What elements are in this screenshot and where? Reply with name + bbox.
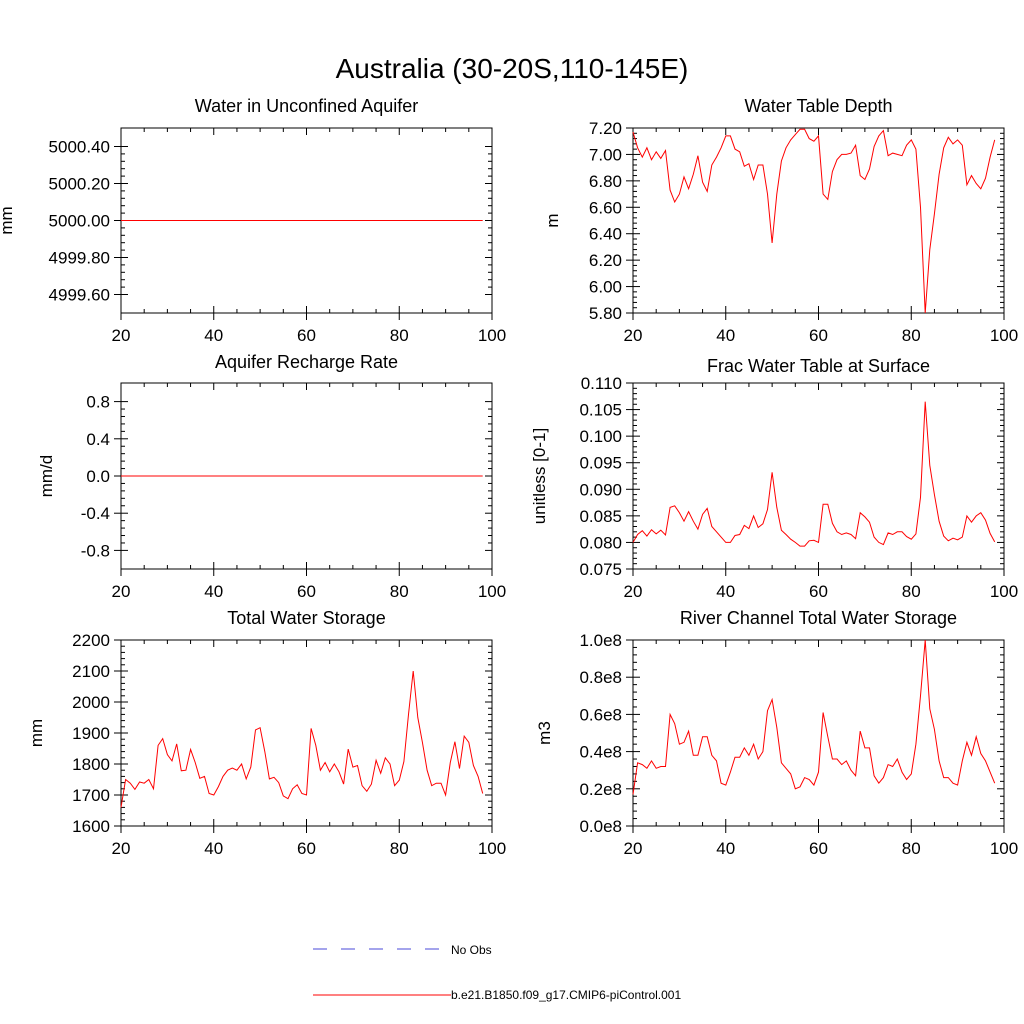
x-tick-label: 60 <box>297 582 316 601</box>
x-tick-label: 40 <box>716 839 735 858</box>
legend-label-model: b.e21.B1850.f09_g17.CMIP6-piControl.001 <box>451 988 681 1002</box>
y-tick-label: 5000.40 <box>49 138 110 157</box>
chart-panel: Frac Water Table at Surface 20 40 60 80 100 0.… <box>530 356 1018 601</box>
x-tick-label: 40 <box>716 582 735 601</box>
series-line <box>632 639 996 795</box>
x-tick-label: 60 <box>809 326 828 345</box>
panel-title: River Channel Total Water Storage <box>680 608 957 628</box>
y-tick-label: 1900 <box>72 724 110 743</box>
panel-title: Water Table Depth <box>744 96 892 116</box>
y-tick-label: 1600 <box>72 817 110 836</box>
y-tick-label: 4999.80 <box>49 249 110 268</box>
panel-title: Aquifer Recharge Rate <box>215 352 398 372</box>
y-tick-label: 2000 <box>72 693 110 712</box>
y-tick-label: 0.085 <box>579 507 622 526</box>
x-tick-label: 20 <box>112 326 131 345</box>
chart-panel: Water Table Depth 20 40 60 80 100 5.80 6.00 6.20… <box>543 96 1018 345</box>
x-tick-label: 20 <box>624 582 643 601</box>
y-tick-label: 0.090 <box>579 480 622 499</box>
x-tick-label: 100 <box>990 839 1018 858</box>
x-tick-label: 80 <box>390 582 409 601</box>
y-tick-label: 0.100 <box>579 427 622 446</box>
y-tick-label: 1800 <box>72 755 110 774</box>
x-tick-label: 100 <box>990 326 1018 345</box>
y-axis-label: unitless [0-1] <box>530 428 549 524</box>
x-tick-label: 80 <box>390 326 409 345</box>
y-tick-label: 5000.20 <box>49 175 110 194</box>
chart-panel: Total Water Storage 20 40 60 80 100 1600 1700 18… <box>27 608 506 858</box>
x-tick-label: 100 <box>478 582 506 601</box>
figure-title: Australia (30-20S,110-145E) <box>336 53 689 84</box>
x-tick-label: 80 <box>902 839 921 858</box>
legend: No Obs b.e21.B1850.f09_g17.CMIP6-piContr… <box>313 943 681 1002</box>
x-tick-label: 60 <box>297 839 316 858</box>
y-tick-label: 0.105 <box>579 401 622 420</box>
chart-panel: Aquifer Recharge Rate 20 40 60 80 100 -0.8 -0.4… <box>37 352 506 601</box>
series-line <box>632 128 996 314</box>
y-axis-label: mm <box>27 719 46 747</box>
x-tick-label: 20 <box>624 326 643 345</box>
y-tick-label: 6.60 <box>589 198 622 217</box>
y-tick-label: 0.075 <box>579 560 622 579</box>
legend-label-no-obs: No Obs <box>451 943 492 957</box>
x-tick-label: 40 <box>204 326 223 345</box>
y-tick-label: -0.4 <box>81 504 110 523</box>
chart-panel: River Channel Total Water Storage 20 40 60 8… <box>535 608 1018 858</box>
x-tick-label: 40 <box>204 582 223 601</box>
y-tick-label: 0.0 <box>86 467 110 486</box>
x-tick-label: 60 <box>297 326 316 345</box>
x-tick-label: 100 <box>478 839 506 858</box>
panel-title: Water in Unconfined Aquifer <box>195 96 418 116</box>
y-tick-label: 5.80 <box>589 304 622 323</box>
y-tick-label: 4999.60 <box>49 286 110 305</box>
y-tick-label: 6.20 <box>589 251 622 270</box>
y-tick-label: 0.6e8 <box>579 705 622 724</box>
x-tick-label: 60 <box>809 839 828 858</box>
y-tick-label: 0.0e8 <box>579 817 622 836</box>
y-tick-label: 6.40 <box>589 225 622 244</box>
x-tick-label: 60 <box>809 582 828 601</box>
x-tick-label: 100 <box>478 326 506 345</box>
y-tick-label: 5000.00 <box>49 212 110 231</box>
y-tick-label: 0.4e8 <box>579 743 622 762</box>
x-tick-label: 20 <box>112 582 131 601</box>
x-tick-label: 40 <box>716 326 735 345</box>
y-tick-label: 0.2e8 <box>579 780 622 799</box>
x-tick-label: 20 <box>624 839 643 858</box>
y-tick-label: 1700 <box>72 786 110 805</box>
series-line <box>632 401 996 547</box>
plot-frame <box>632 127 1005 314</box>
y-tick-label: 0.4 <box>86 430 110 449</box>
y-tick-label: 1.0e8 <box>579 631 622 650</box>
x-tick-label: 40 <box>204 839 223 858</box>
panel-title: Frac Water Table at Surface <box>707 356 930 376</box>
x-tick-label: 80 <box>902 582 921 601</box>
y-tick-label: 6.00 <box>589 278 622 297</box>
y-tick-label: 7.00 <box>589 145 622 164</box>
plot-frame <box>120 639 493 827</box>
y-tick-label: 0.110 <box>581 374 622 393</box>
x-tick-label: 100 <box>990 582 1018 601</box>
y-tick-label: 0.080 <box>579 533 622 552</box>
x-tick-label: 80 <box>390 839 409 858</box>
y-axis-label: m3 <box>535 721 554 745</box>
y-tick-label: 0.8 <box>86 393 110 412</box>
y-axis-label: mm <box>0 206 16 234</box>
y-tick-label: 6.80 <box>589 172 622 191</box>
y-tick-label: 0.095 <box>579 454 622 473</box>
panel-title: Total Water Storage <box>227 608 385 628</box>
chart-panel: Water in Unconfined Aquifer 20 40 60 80 100 49… <box>0 96 506 345</box>
y-tick-label: 2100 <box>72 662 110 681</box>
x-tick-label: 80 <box>902 326 921 345</box>
y-tick-label: 0.8e8 <box>579 668 622 687</box>
y-tick-label: 7.20 <box>589 119 622 138</box>
y-axis-label: mm/d <box>37 455 56 498</box>
y-tick-label: -0.8 <box>81 541 110 560</box>
y-axis-label: m <box>543 213 562 227</box>
chart-panels: Water in Unconfined Aquifer 20 40 60 80 100 49… <box>0 96 1018 858</box>
series-line <box>120 670 484 808</box>
x-tick-label: 20 <box>112 839 131 858</box>
y-tick-label: 2200 <box>72 631 110 650</box>
